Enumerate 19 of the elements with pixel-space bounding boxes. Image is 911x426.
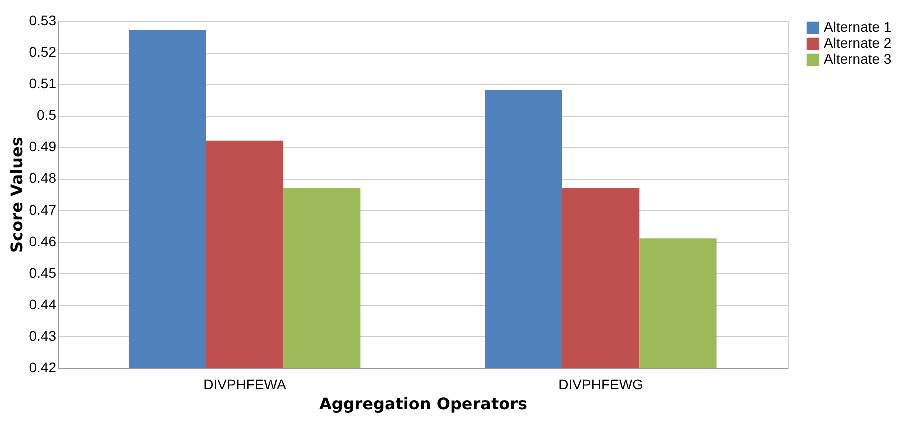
x-axis-title: Aggregation Operators	[319, 394, 528, 414]
y-tick-label: 0.47	[29, 202, 57, 218]
x-tick-label: DIVPHFEWA	[204, 376, 287, 392]
x-tick-label: DIVPHFEWG	[558, 376, 644, 392]
y-tick-label: 0.49	[29, 138, 57, 155]
legend-label: Alternate 2	[824, 35, 892, 51]
y-axis-title: Score Values	[7, 137, 26, 253]
y-tick-label: 0.48	[29, 170, 57, 186]
y-tick-label: 0.46	[29, 233, 57, 250]
y-tick-label: 0.51	[29, 76, 57, 92]
y-tick-label: 0.52	[29, 44, 57, 60]
y-tick-label: 0.44	[29, 296, 57, 312]
y-tick-label: 0.42	[29, 360, 57, 376]
y-tick-label: 0.5	[37, 107, 57, 124]
y-tick-label: 0.53	[29, 12, 57, 28]
legend-label: Alternate 1	[824, 19, 892, 35]
y-tick-label: 0.43	[29, 328, 57, 344]
y-tick-label: 0.45	[29, 264, 57, 281]
legend-label: Alternate 3	[824, 51, 892, 67]
